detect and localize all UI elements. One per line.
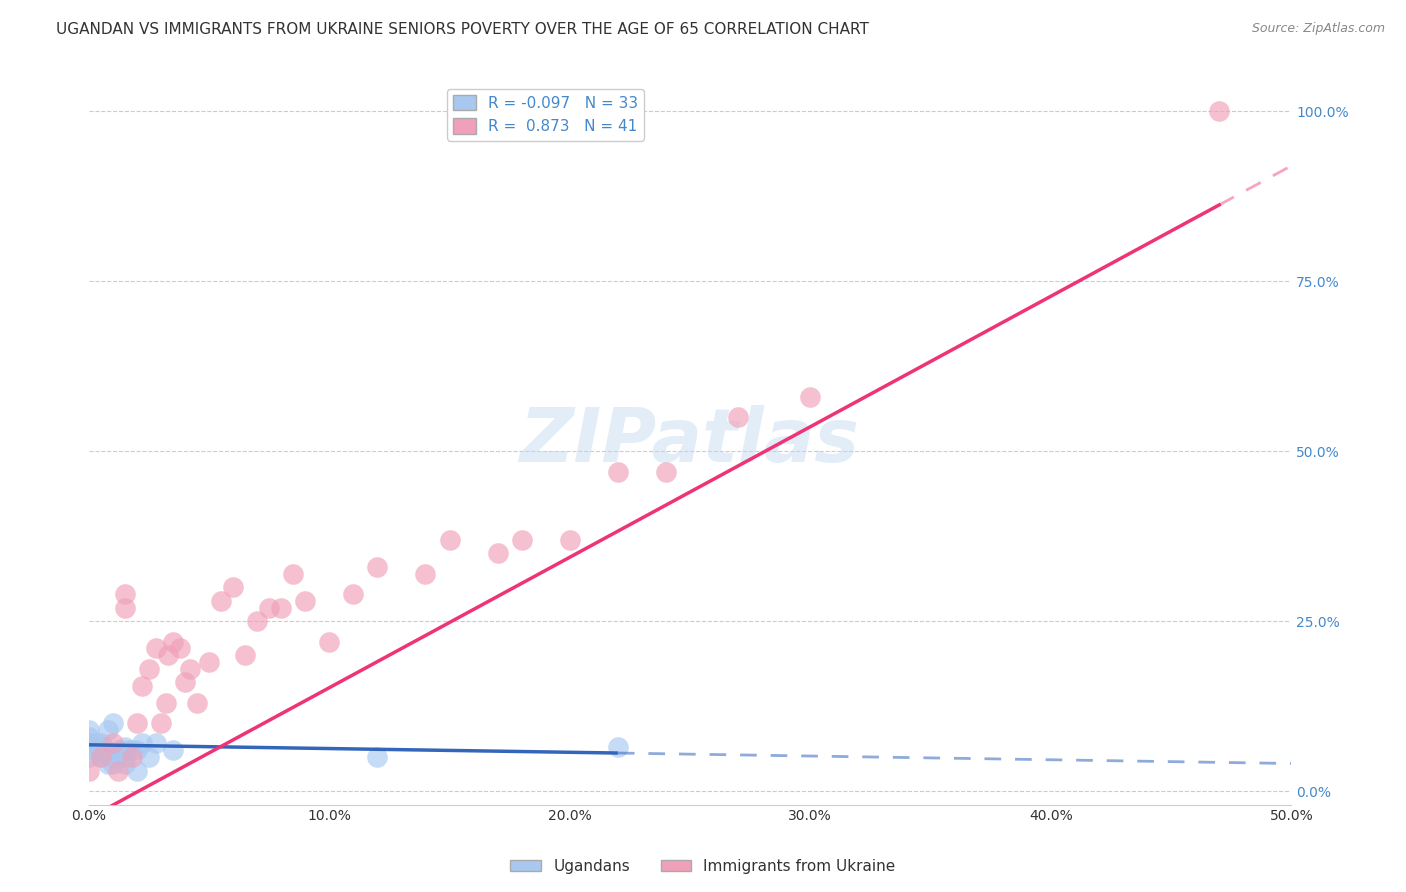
Point bbox=[606, 465, 628, 479]
Point bbox=[179, 662, 201, 676]
Point bbox=[121, 750, 143, 764]
Point bbox=[155, 696, 177, 710]
Point bbox=[107, 743, 129, 757]
Text: Source: ZipAtlas.com: Source: ZipAtlas.com bbox=[1251, 22, 1385, 36]
Point bbox=[439, 533, 461, 547]
Point bbox=[77, 730, 100, 744]
Point bbox=[727, 410, 749, 425]
Point bbox=[222, 580, 245, 594]
Point bbox=[77, 764, 100, 778]
Point bbox=[84, 736, 107, 750]
Point bbox=[121, 743, 143, 757]
Point bbox=[115, 743, 138, 757]
Point bbox=[101, 716, 124, 731]
Point bbox=[145, 736, 167, 750]
Point bbox=[77, 736, 100, 750]
Point bbox=[90, 736, 112, 750]
Point bbox=[138, 750, 160, 764]
Point bbox=[114, 739, 136, 754]
Point bbox=[125, 743, 148, 757]
Point bbox=[246, 614, 269, 628]
Point bbox=[174, 675, 197, 690]
Point bbox=[114, 750, 136, 764]
Point bbox=[655, 465, 678, 479]
Point bbox=[1208, 104, 1230, 119]
Point bbox=[157, 648, 180, 662]
Point bbox=[318, 634, 340, 648]
Point bbox=[149, 716, 172, 731]
Point bbox=[83, 743, 105, 757]
Point bbox=[108, 747, 131, 761]
Point bbox=[107, 764, 129, 778]
Point bbox=[283, 566, 305, 581]
Point bbox=[114, 587, 136, 601]
Point bbox=[87, 747, 110, 761]
Point bbox=[198, 655, 221, 669]
Text: UGANDAN VS IMMIGRANTS FROM UKRAINE SENIORS POVERTY OVER THE AGE OF 65 CORRELATIO: UGANDAN VS IMMIGRANTS FROM UKRAINE SENIO… bbox=[56, 22, 869, 37]
Point bbox=[101, 756, 124, 771]
Point bbox=[510, 533, 533, 547]
Point bbox=[94, 747, 117, 761]
Legend: R = -0.097   N = 33, R =  0.873   N = 41: R = -0.097 N = 33, R = 0.873 N = 41 bbox=[447, 88, 644, 141]
Text: ZIPatlas: ZIPatlas bbox=[520, 405, 860, 477]
Point bbox=[169, 641, 191, 656]
Point bbox=[558, 533, 581, 547]
Point bbox=[125, 716, 148, 731]
Point bbox=[486, 546, 509, 560]
Point bbox=[101, 736, 124, 750]
Point bbox=[77, 750, 100, 764]
Point bbox=[90, 750, 112, 764]
Point bbox=[138, 662, 160, 676]
Point bbox=[97, 747, 120, 761]
Point bbox=[257, 600, 280, 615]
Point bbox=[366, 750, 388, 764]
Point bbox=[294, 593, 316, 607]
Point bbox=[233, 648, 256, 662]
Point bbox=[186, 696, 208, 710]
Point bbox=[606, 739, 628, 754]
Point bbox=[162, 634, 184, 648]
Point bbox=[415, 566, 437, 581]
Legend: Ugandans, Immigrants from Ukraine: Ugandans, Immigrants from Ukraine bbox=[505, 853, 901, 880]
Point bbox=[90, 743, 112, 757]
Point bbox=[131, 679, 153, 693]
Point bbox=[90, 750, 112, 764]
Point bbox=[97, 723, 120, 737]
Point bbox=[270, 600, 292, 615]
Point bbox=[131, 736, 153, 750]
Point bbox=[101, 750, 124, 764]
Point bbox=[114, 600, 136, 615]
Point bbox=[799, 390, 821, 404]
Point bbox=[209, 593, 232, 607]
Point bbox=[366, 559, 388, 574]
Point bbox=[162, 743, 184, 757]
Point bbox=[125, 764, 148, 778]
Point bbox=[342, 587, 364, 601]
Point bbox=[91, 739, 114, 754]
Point bbox=[77, 723, 100, 737]
Point bbox=[114, 756, 136, 771]
Point bbox=[145, 641, 167, 656]
Point bbox=[97, 756, 120, 771]
